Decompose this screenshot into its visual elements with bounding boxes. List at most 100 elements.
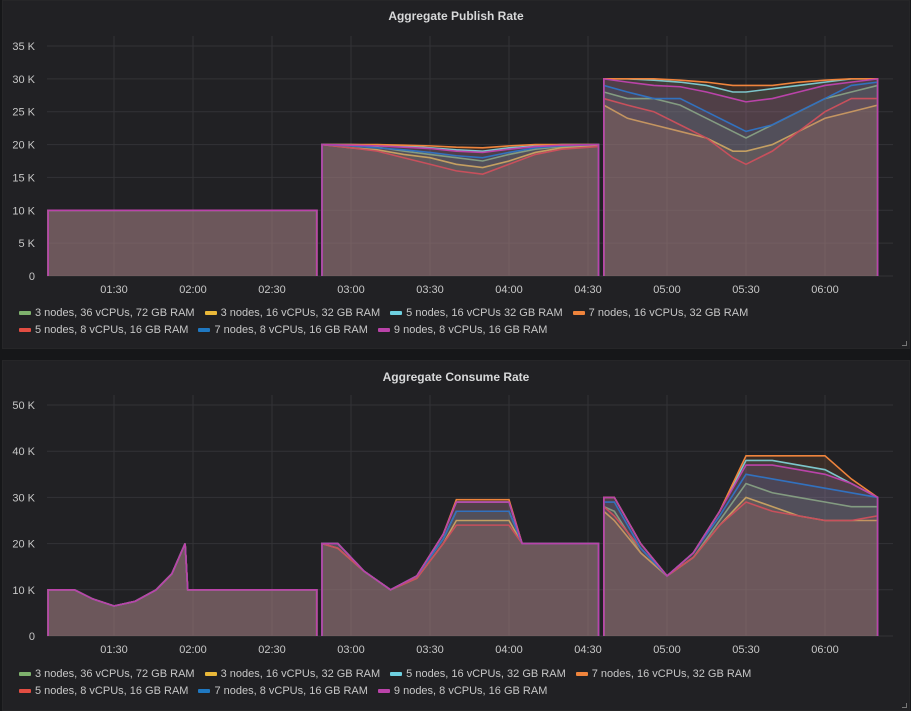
legend-item[interactable]: 7 nodes, 8 vCPUs, 16 GB RAM: [198, 685, 368, 697]
series-line[interactable]: [602, 97, 879, 276]
series-line[interactable]: [602, 77, 879, 276]
legend-item[interactable]: 7 nodes, 16 vCPUs, 32 GB RAM: [575, 668, 751, 680]
legend-item[interactable]: 3 nodes, 36 vCPUs, 72 GB RAM: [19, 307, 195, 319]
publish-rate-chart: 0 5 K 10 K 15 K 20 K 25 K 30 K 35 K 01:30 02:00 02…: [12, 36, 893, 296]
series-line[interactable]: [47, 209, 318, 276]
resize-handle[interactable]: [902, 341, 907, 346]
legend-swatch-icon: [390, 311, 403, 315]
series-area: [48, 210, 317, 276]
legend-label: 7 nodes, 8 vCPUs, 16 GB RAM: [214, 685, 368, 697]
legend-swatch-icon: [377, 328, 390, 332]
legend-swatch-icon: [390, 672, 403, 676]
series-area: [48, 210, 317, 276]
series-area: [48, 210, 317, 276]
x-tick-label: 05:30: [732, 284, 760, 296]
series-line[interactable]: [602, 482, 879, 636]
legend-swatch-icon: [575, 672, 588, 676]
legend-item[interactable]: 3 nodes, 16 vCPUs, 32 GB RAM: [204, 307, 380, 319]
series-area: [603, 497, 878, 636]
y-tick-label: 30 K: [12, 492, 35, 504]
legend-swatch-icon: [204, 672, 217, 676]
panel-title[interactable]: Aggregate Publish Rate: [388, 9, 524, 23]
legend-label: 7 nodes, 16 vCPUs, 32 GB RAM: [588, 307, 749, 319]
series-line[interactable]: [602, 84, 879, 276]
panel-title[interactable]: Aggregate Consume Rate: [382, 370, 530, 384]
y-tick-label: 10 K: [12, 585, 35, 597]
y-tick-label: 20 K: [12, 140, 35, 152]
legend-item[interactable]: 7 nodes, 8 vCPUs, 16 GB RAM: [198, 324, 368, 336]
series-area: [322, 144, 599, 276]
series-area: [603, 455, 878, 636]
series-area: [48, 543, 317, 636]
series-line[interactable]: [602, 473, 879, 636]
y-tick-label: 35 K: [12, 41, 35, 53]
series-line[interactable]: [602, 464, 879, 636]
legend-swatch-icon: [198, 689, 211, 693]
legend-label: 9 nodes, 8 vCPUs, 16 GB RAM: [393, 324, 548, 336]
x-tick-label: 01:30: [100, 644, 128, 656]
y-tick-label: 15 K: [12, 172, 35, 184]
x-tick-label: 06:00: [811, 284, 839, 296]
series-area: [603, 474, 878, 636]
publish-rate-panel: Aggregate Publish Rate 0 5 K 10 K 15 K 20 K 2…: [2, 0, 910, 349]
legend-item[interactable]: 5 nodes, 8 vCPUs, 16 GB RAM: [19, 685, 188, 697]
series-area: [322, 499, 599, 636]
legend-item[interactable]: 9 nodes, 8 vCPUs, 16 GB RAM: [377, 685, 547, 697]
legend-label: 5 nodes, 16 vCPUs, 32 GB RAM: [406, 668, 566, 680]
series-area: [48, 210, 317, 276]
legend-swatch-icon: [19, 672, 31, 676]
series-line[interactable]: [47, 543, 318, 636]
x-tick-label: 04:30: [574, 284, 602, 296]
series-area: [48, 543, 317, 636]
series-area: [322, 144, 599, 276]
series-area: [322, 502, 599, 636]
series-area: [322, 520, 599, 636]
series-line[interactable]: [602, 501, 879, 636]
series-line[interactable]: [602, 81, 879, 276]
series-area: [48, 543, 317, 636]
x-tick-label: 06:00: [811, 644, 839, 656]
legend-label: 5 nodes, 16 vCPUs 32 GB RAM: [406, 307, 563, 319]
series-area: [322, 144, 599, 276]
legend-item[interactable]: 3 nodes, 16 vCPUs, 32 GB RAM: [204, 668, 380, 680]
y-tick-label: 20 K: [12, 539, 35, 551]
legend-item[interactable]: 5 nodes, 8 vCPUs, 16 GB RAM: [19, 324, 188, 336]
series-line[interactable]: [602, 103, 879, 276]
series-area: [322, 144, 599, 276]
y-tick-label: 50 K: [12, 400, 35, 412]
series-area: [603, 85, 878, 276]
y-tick-label: 10 K: [12, 205, 35, 217]
x-tick-label: 05:30: [732, 644, 760, 656]
series-area: [322, 511, 599, 636]
series-line[interactable]: [321, 143, 600, 276]
legend-item[interactable]: 5 nodes, 16 vCPUs, 32 GB RAM: [390, 668, 566, 680]
resize-handle[interactable]: [902, 703, 907, 708]
series-area: [603, 78, 878, 276]
series-line[interactable]: [602, 78, 879, 276]
series-line[interactable]: [321, 143, 600, 276]
series-area: [48, 210, 317, 276]
x-tick-label: 05:00: [653, 284, 681, 296]
legend-item[interactable]: 5 nodes, 16 vCPUs 32 GB RAM: [390, 307, 563, 319]
series-area: [603, 105, 878, 277]
x-tick-label: 04:00: [495, 284, 523, 296]
legend-item[interactable]: 9 nodes, 8 vCPUs, 16 GB RAM: [377, 324, 548, 336]
legend-label: 3 nodes, 36 vCPUs, 72 GB RAM: [35, 668, 195, 680]
x-tick-label: 02:00: [179, 644, 207, 656]
series-area: [48, 543, 317, 636]
x-tick-label: 02:30: [258, 284, 286, 296]
series-area: [322, 502, 599, 636]
series-area: [322, 525, 599, 636]
legend-item[interactable]: 7 nodes, 16 vCPUs, 32 GB RAM: [572, 307, 749, 319]
series-area: [603, 465, 878, 636]
y-tick-label: 25 K: [12, 107, 35, 119]
legend-label: 5 nodes, 8 vCPUs, 16 GB RAM: [35, 685, 189, 697]
x-tick-label: 01:30: [100, 284, 128, 296]
series-line[interactable]: [321, 501, 600, 636]
x-tick-label: 03:00: [337, 284, 365, 296]
series-area: [322, 511, 599, 636]
legend-swatch-icon: [377, 689, 390, 693]
legend-item[interactable]: 3 nodes, 36 vCPUs, 72 GB RAM: [19, 668, 195, 680]
legend: 3 nodes, 36 vCPUs, 72 GB RAM 3 nodes, 16 …: [19, 307, 899, 336]
legend-swatch-icon: [204, 311, 217, 315]
